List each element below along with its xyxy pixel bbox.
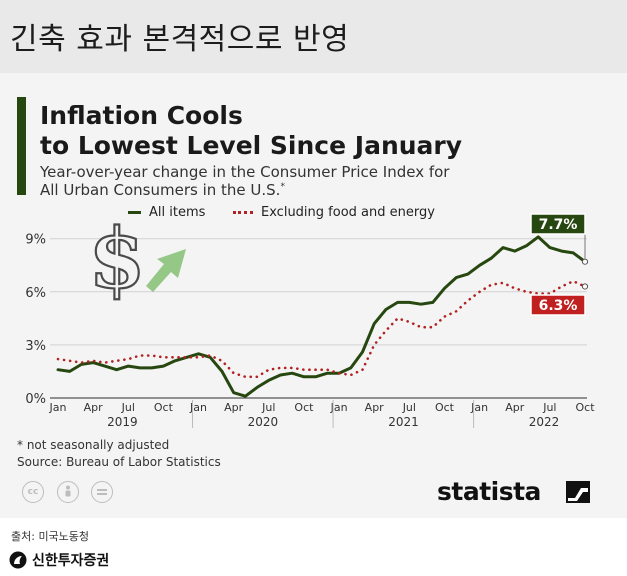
up-arrow-icon bbox=[146, 249, 186, 292]
series-layer bbox=[56, 235, 589, 398]
y-tick-label: 6% bbox=[25, 286, 46, 301]
korean-source-note: 출처: 미국노동청 bbox=[11, 530, 90, 543]
x-tick-label: Apr bbox=[365, 401, 385, 414]
legend-swatch-core bbox=[233, 211, 253, 214]
axis-layer: 0% 3% 6% 9% Jan Apr Jul Oct Jan Apr Jul Oct Jan Apr Ju… bbox=[25, 233, 595, 429]
cc-icon: cc bbox=[22, 481, 44, 503]
y-tick-label: 9% bbox=[25, 233, 46, 248]
statista-logo: statista bbox=[437, 477, 541, 506]
series-end-point bbox=[581, 283, 589, 290]
dollar-sign-icon: $ bbox=[88, 211, 145, 307]
year-label: 2021 bbox=[388, 415, 419, 429]
x-tick-label: Jan bbox=[470, 401, 488, 414]
title-accent-bar bbox=[17, 97, 26, 195]
person-icon bbox=[65, 485, 71, 497]
x-tick-label: Jan bbox=[330, 401, 348, 414]
x-tick-label: Oct bbox=[435, 401, 455, 414]
chart-subtitle-line-1: Year-over-year change in the Consumer Pr… bbox=[40, 163, 450, 181]
footnote: * not seasonally adjusted bbox=[17, 438, 170, 452]
subtitle-footnote-mark: * bbox=[280, 182, 285, 192]
x-tick-label: Jul bbox=[402, 401, 416, 414]
x-tick-label: Jul bbox=[261, 401, 275, 414]
decoration-layer: $ bbox=[87, 210, 186, 308]
equals-icon bbox=[97, 489, 107, 495]
x-tick-label: Jul bbox=[542, 401, 556, 414]
slide-title: 긴축 효과 본격적으로 반영 bbox=[10, 22, 350, 57]
legend-label-core: Excluding food and energy bbox=[261, 205, 435, 220]
series-line-all-items bbox=[56, 235, 587, 398]
year-label: 2019 bbox=[107, 415, 138, 429]
chart-title-line-2: to Lowest Level Since January bbox=[40, 131, 463, 160]
x-tick-label: Oct bbox=[575, 401, 595, 414]
x-tick-label: Jul bbox=[121, 401, 135, 414]
end-label-box-all-items bbox=[530, 213, 586, 235]
chart-card bbox=[0, 73, 627, 518]
y-tick-label: 0% bbox=[25, 392, 46, 407]
series-line-core bbox=[56, 279, 587, 379]
x-tick-label: Oct bbox=[294, 401, 314, 414]
attribution-icon bbox=[57, 481, 79, 503]
year-label: 2020 bbox=[248, 415, 279, 429]
source-line: Source: Bureau of Labor Statistics bbox=[17, 455, 221, 469]
x-tick-label: Apr bbox=[505, 401, 525, 414]
chart-title-line-1: Inflation Cools bbox=[40, 101, 243, 130]
x-tick-label: Jan bbox=[189, 401, 207, 414]
brand-name: 신한투자증권 bbox=[32, 553, 110, 569]
grid-layer bbox=[50, 238, 587, 399]
x-tick-label: Apr bbox=[84, 401, 104, 414]
x-tick-label: Jan bbox=[49, 401, 67, 414]
chart-subtitle-line-2: All Urban Consumers in the U.S.* bbox=[40, 181, 285, 199]
legend-swatch-all-items bbox=[128, 211, 141, 214]
legend-label-all-items: All items bbox=[149, 205, 206, 220]
end-label-box-core bbox=[530, 294, 586, 316]
no-derivatives-icon bbox=[91, 481, 113, 503]
brand-logo-icon bbox=[9, 551, 27, 569]
legend-item-all-items: All items bbox=[128, 205, 205, 220]
year-label: 2022 bbox=[529, 415, 560, 429]
end-label-all-items: 7.7% bbox=[539, 217, 578, 233]
x-tick-label: Apr bbox=[224, 401, 244, 414]
slide-header: 긴축 효과 본격적으로 반영 bbox=[0, 0, 627, 73]
end-label-core: 6.3% bbox=[539, 298, 578, 314]
brand-footer: 신한투자증권 bbox=[9, 550, 109, 570]
legend-item-core: Excluding food and energy bbox=[233, 205, 435, 220]
series-end-point bbox=[581, 258, 589, 265]
end-label-layer: 7.7% 6.3% bbox=[530, 213, 586, 316]
statista-logo-mark bbox=[566, 481, 590, 503]
y-tick-label: 3% bbox=[25, 339, 46, 354]
x-tick-label: Oct bbox=[154, 401, 174, 414]
